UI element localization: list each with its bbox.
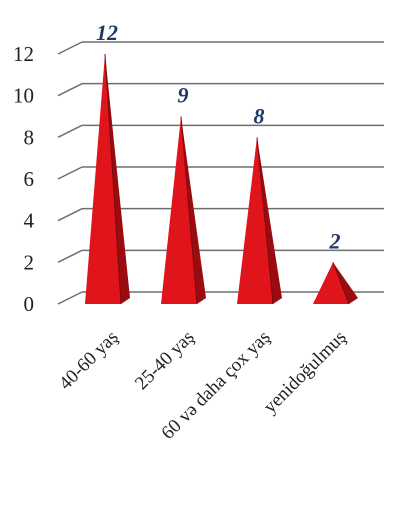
gridline-diagonal [57, 207, 83, 222]
gridlines [57, 41, 384, 305]
gridline-diagonal [57, 124, 83, 139]
bar [161, 116, 197, 304]
y-tick-label: 8 [24, 125, 35, 149]
y-tick-label: 4 [24, 209, 35, 233]
gridline-diagonal [57, 82, 83, 97]
bar-side [333, 262, 358, 304]
data-label: 8 [254, 103, 265, 128]
bars [85, 53, 358, 305]
bar-side [257, 137, 282, 304]
bar [85, 54, 121, 304]
y-tick-label: 10 [13, 84, 34, 108]
gridline-diagonal [57, 249, 83, 264]
bar-side [181, 116, 206, 304]
y-tick-label: 0 [24, 292, 35, 316]
bar [237, 137, 273, 304]
bar [313, 262, 349, 304]
bar-side [105, 54, 130, 304]
y-axis-ticks: 0 2 4 6 8 10 12 [13, 42, 35, 316]
data-label: 9 [178, 83, 189, 108]
bar-edge [332, 262, 350, 305]
bar-edge [256, 137, 274, 305]
bar-edge [180, 116, 198, 305]
y-tick-label: 2 [24, 250, 35, 274]
gridline-diagonal [57, 41, 83, 55]
y-tick-label: 6 [24, 167, 35, 191]
x-tick-label: 25-40 yaş [131, 327, 198, 394]
y-tick-label: 12 [13, 42, 34, 66]
bar-edge [104, 53, 122, 305]
data-label: 2 [329, 228, 341, 253]
gridline-diagonal [57, 166, 83, 180]
data-label: 12 [96, 20, 118, 45]
data-labels: 12 9 8 2 [96, 20, 341, 253]
gridline-diagonal [57, 291, 83, 305]
x-tick-label: 40-60 yaş [55, 327, 122, 394]
